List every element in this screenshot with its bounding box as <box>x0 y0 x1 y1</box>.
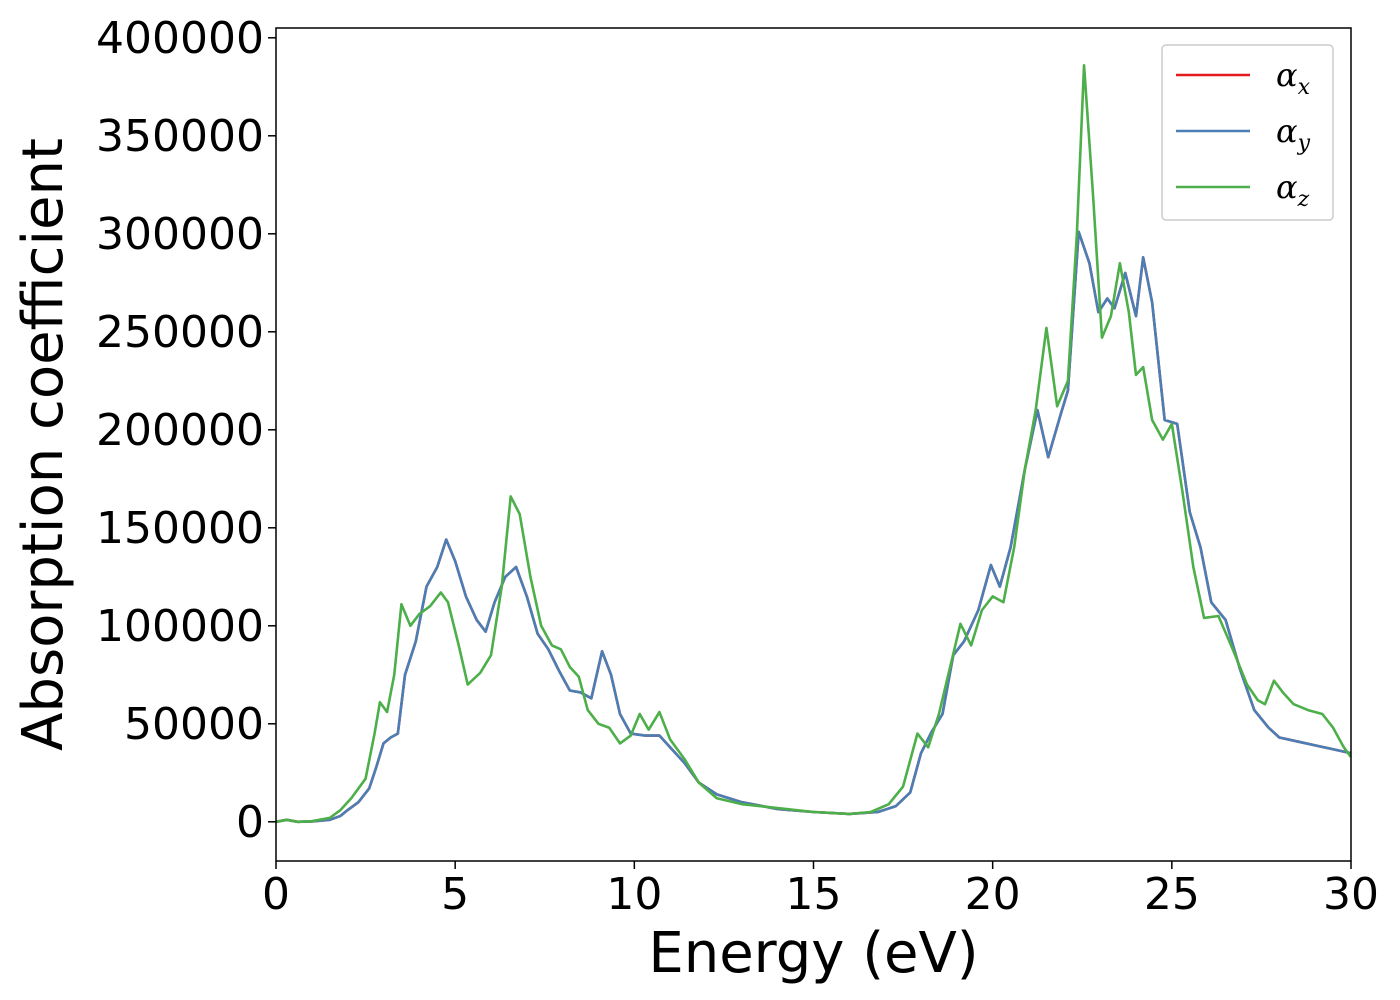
y-tick-label: 50000 <box>124 699 264 750</box>
axis-ticks: 0 5 10 15 20 25 30 0 50000 100000 150000 200000 2500… <box>96 13 1379 920</box>
legend-subscript: y <box>1297 131 1311 156</box>
y-tick-label: 100000 <box>96 601 264 652</box>
x-tick-label: 10 <box>606 869 662 920</box>
series-line-x <box>276 230 1351 824</box>
x-tick-label: 20 <box>965 869 1021 920</box>
y-tick-label: 150000 <box>96 503 264 554</box>
legend-label-y: αy <box>1276 112 1311 156</box>
y-tick-label: 350000 <box>96 111 264 162</box>
y-tick-label: 0 <box>236 797 264 848</box>
y-tick-label: 300000 <box>96 209 264 260</box>
x-axis-title: Energy (eV) <box>648 921 978 986</box>
legend-box <box>1161 44 1334 221</box>
y-tick-label: 250000 <box>96 307 264 358</box>
x-tick-label: 0 <box>262 869 290 920</box>
x-tick-label: 30 <box>1323 869 1379 920</box>
legend-subscript: z <box>1297 187 1310 212</box>
series-line-z <box>276 63 1351 824</box>
y-tick-label: 400000 <box>96 13 264 64</box>
legend-subscript: x <box>1298 75 1311 100</box>
x-tick-label: 15 <box>786 869 842 920</box>
x-tick-label: 5 <box>441 869 469 920</box>
y-axis-title: Absorption coefficient <box>11 138 76 751</box>
y-tick-label: 200000 <box>96 405 264 456</box>
series-lines <box>276 63 1351 824</box>
series-line-y <box>276 230 1351 824</box>
x-tick-label: 25 <box>1144 869 1200 920</box>
